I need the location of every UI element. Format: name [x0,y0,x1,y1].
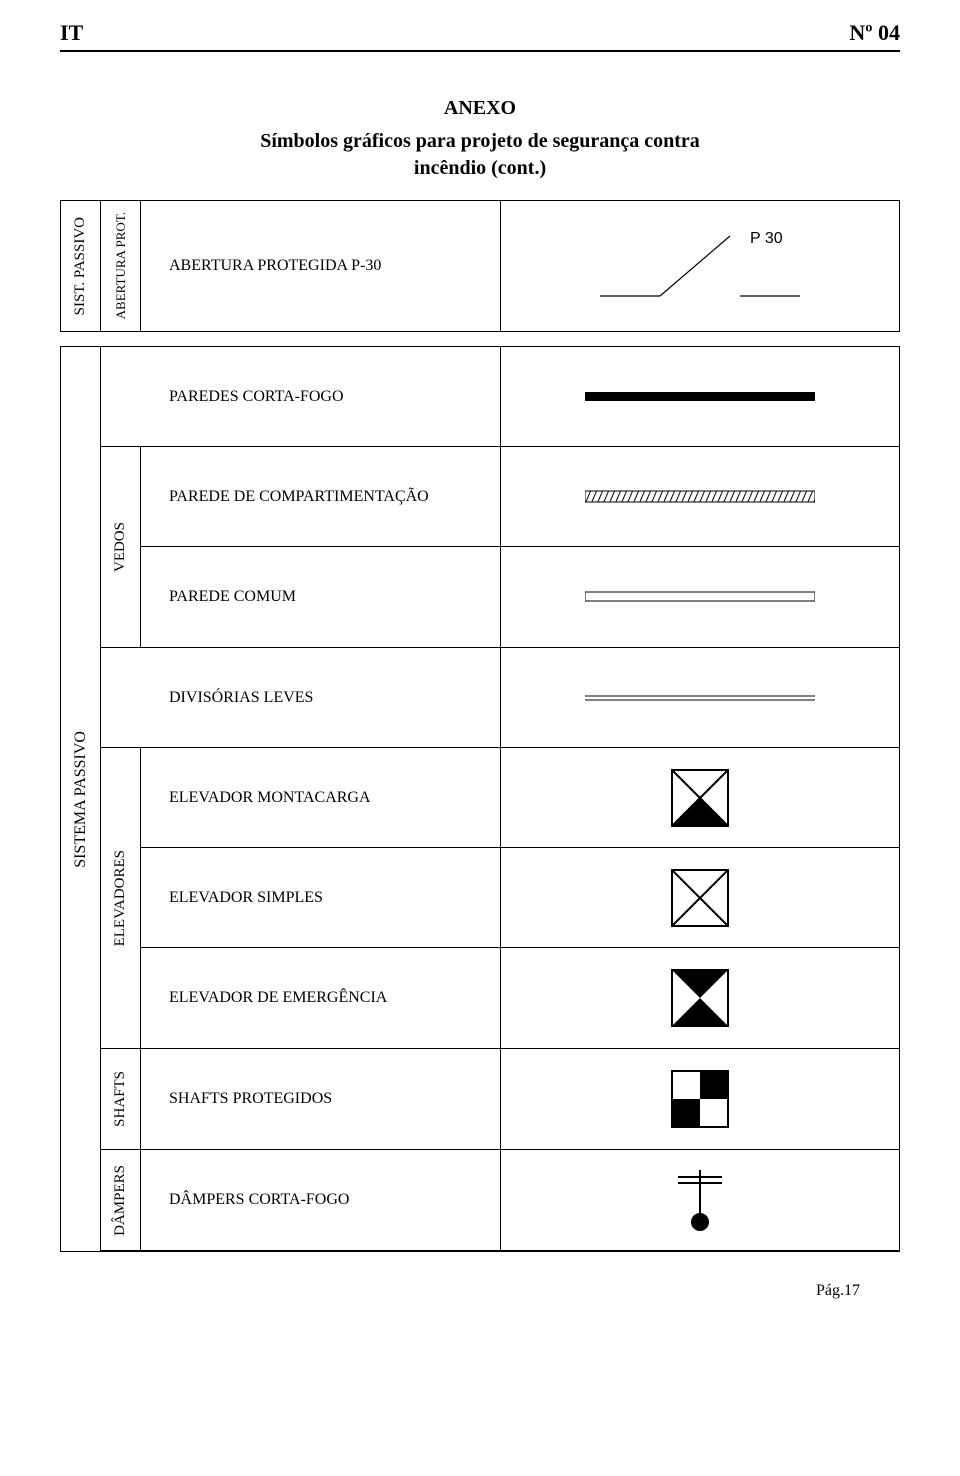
cat-vedos: VEDOS [101,447,141,647]
symbol-compartimentacao [501,447,899,546]
desc-parede-comum: PAREDE COMUM [141,547,501,647]
group-elevadores: ELEVADORES ELEVADOR MONTACARGA [101,748,899,1049]
group-shafts: SHAFTS SHAFTS PROTEGIDOS [101,1049,899,1150]
symbol-corta-fogo [501,347,899,446]
cat-shafts: SHAFTS [101,1049,141,1149]
desc-elev-montacarga: ELEVADOR MONTACARGA [141,748,501,847]
desc-abertura-p30: ABERTURA PROTEGIDA P-30 [141,201,501,331]
cat-dampers: DÂMPERS [101,1150,141,1250]
cat-abertura-prot: ABERTURA PROT. [101,201,141,331]
cat-elevadores: ELEVADORES [101,748,141,1048]
row-divisorias: DIVISÓRIAS LEVES [101,648,899,748]
header-left: IT [60,20,83,46]
symbol-abertura-p30: P 30 [501,201,899,331]
title-anexo: ANEXO [60,97,900,120]
symbol-dampers [501,1150,899,1250]
p30-label: P 30 [750,230,783,247]
desc-compartimentacao: PAREDE DE COMPARTIMENTAÇÃO [141,447,501,546]
block-abertura: SIST. PASSIVO ABERTURA PROT. ABERTURA PR… [60,200,900,332]
desc-corta-fogo: PAREDES CORTA-FOGO [141,347,501,446]
row-paredes-corta-fogo: PAREDES CORTA-FOGO [101,347,899,447]
symbol-elev-montacarga [501,748,899,847]
desc-divisorias: DIVISÓRIAS LEVES [141,648,501,747]
group-dampers: DÂMPERS DÂMPERS CORTA-FOGO [101,1150,899,1251]
block-sistema-passivo: SISTEMA PASSIVO PAREDES CORTA-FOGO VEDOS [60,346,900,1252]
symbol-elev-emergencia [501,948,899,1048]
symbol-elev-simples [501,848,899,947]
desc-elev-simples: ELEVADOR SIMPLES [141,848,501,947]
symbol-parede-comum [501,547,899,647]
desc-elev-emergencia: ELEVADOR DE EMERGÊNCIA [141,948,501,1048]
title-subtitle: Símbolos gráficos para projeto de segura… [60,128,900,182]
desc-shafts: SHAFTS PROTEGIDOS [141,1049,501,1149]
group-vedos: VEDOS PAREDE DE COMPARTIMENTAÇÃO [101,447,899,648]
desc-dampers: DÂMPERS CORTA-FOGO [141,1150,501,1250]
symbol-divisorias [501,648,899,747]
header-right: Nº 04 [849,20,900,46]
cat-sistema-passivo: SISTEMA PASSIVO [61,347,101,1251]
symbol-shafts [501,1049,899,1149]
header-rule [60,50,900,52]
page-footer: Pág.17 [60,1282,900,1300]
cat-sist-passivo-1: SIST. PASSIVO [61,201,101,331]
page-header: IT Nº 04 [60,20,900,46]
title-block: ANEXO Símbolos gráficos para projeto de … [60,97,900,182]
